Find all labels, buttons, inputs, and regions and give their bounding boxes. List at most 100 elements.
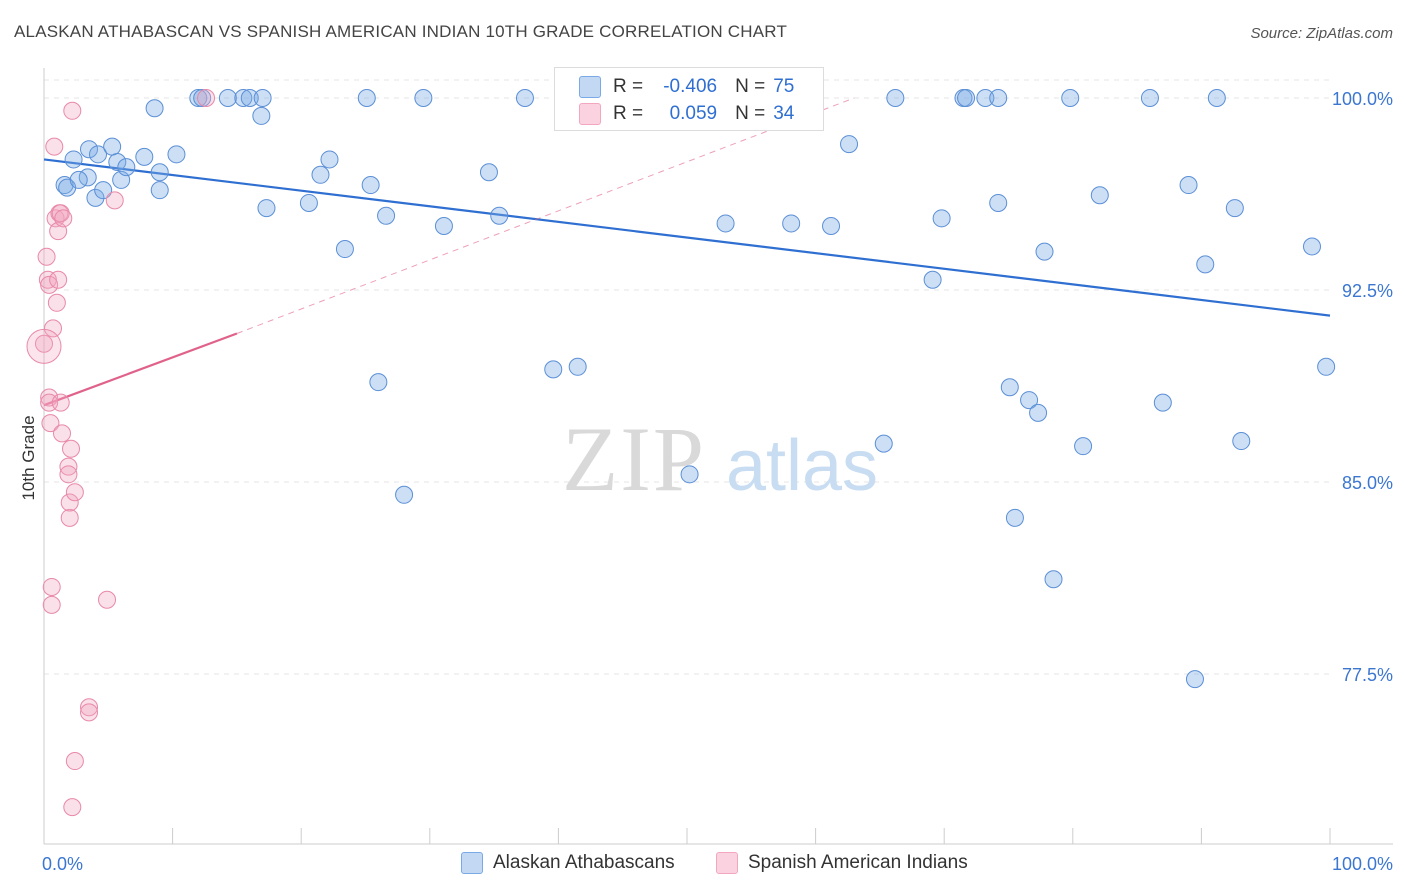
point-athabascan (886, 89, 905, 107)
x-tick-label-max: 100.0% (1332, 854, 1393, 874)
point-athabascan (568, 357, 587, 376)
point-athabascan (361, 176, 380, 195)
bottom-legend-swatch-athabascan (461, 852, 483, 874)
point-athabascan (479, 163, 498, 182)
point-athabascan (253, 89, 272, 107)
point-spanish (47, 293, 66, 312)
bottom-legend-swatch-spanish (716, 852, 738, 874)
tick-labels: 77.5% 85.0% 92.5% 100.0% 0.0% 100.0% (42, 89, 1393, 874)
legend-swatch-spanish (579, 103, 601, 125)
point-spanish (41, 414, 60, 433)
legend-n-value: 34 (773, 103, 795, 124)
point-athabascan (257, 199, 276, 218)
point-athabascan (1090, 186, 1109, 205)
point-athabascan (1005, 508, 1024, 527)
point-athabascan (145, 99, 164, 118)
point-athabascan (1196, 255, 1215, 274)
point-athabascan (1153, 393, 1172, 412)
point-athabascan (1044, 570, 1063, 589)
point-spanish (65, 483, 84, 502)
point-athabascan (69, 170, 88, 189)
point-athabascan (680, 465, 699, 484)
point-athabascan (544, 360, 563, 379)
point-athabascan (64, 150, 83, 169)
point-athabascan (150, 163, 169, 182)
point-athabascan (193, 89, 212, 107)
watermark-zip: ZIP (562, 408, 706, 510)
point-spanish (105, 191, 124, 210)
point-athabascan (1232, 432, 1251, 451)
point-athabascan (822, 217, 841, 235)
point-athabascan (923, 270, 942, 289)
legend-r-value: 0.059 (669, 103, 718, 124)
point-athabascan (395, 485, 414, 504)
point-athabascan (80, 140, 99, 159)
point-athabascan (1061, 89, 1080, 107)
point-athabascan (1074, 437, 1093, 456)
point-athabascan (1185, 670, 1204, 689)
point-spanish (37, 247, 56, 266)
point-spanish (49, 270, 68, 289)
point-athabascan (1035, 242, 1054, 261)
point-spanish (42, 577, 61, 596)
trend-line-extension (236, 97, 855, 334)
point-athabascan (103, 137, 122, 156)
bottom-legend-label-spanish: Spanish American Indians (748, 852, 968, 873)
point-athabascan (167, 145, 186, 164)
watermark-atlas: atlas (726, 426, 878, 506)
point-athabascan (515, 89, 534, 107)
point-athabascan (86, 188, 105, 207)
point-spanish (40, 388, 59, 407)
point-spanish-large (26, 328, 62, 364)
point-spanish (60, 493, 79, 512)
legend-r-label: R = (613, 103, 644, 124)
bottom-legend-athabascan: Alaskan Athabascans (461, 852, 675, 874)
point-athabascan (89, 145, 108, 164)
legend: R = -0.406 N = 75 R = 0.059 N = 34 (554, 67, 824, 131)
point-spanish (51, 393, 70, 412)
grid-lines (44, 79, 1330, 675)
point-athabascan (311, 165, 330, 184)
point-spanish (63, 798, 82, 817)
point-athabascan (414, 89, 433, 107)
point-athabascan (1179, 176, 1198, 195)
point-spanish (65, 752, 84, 771)
point-athabascan (357, 89, 376, 107)
point-spanish (59, 465, 78, 484)
point-spanish (54, 209, 73, 228)
point-athabascan (490, 206, 509, 225)
point-athabascan (1020, 391, 1039, 410)
point-spanish (80, 703, 99, 722)
point-athabascan (94, 181, 113, 200)
legend-r-value: -0.406 (663, 76, 718, 97)
y-tick-label: 100.0% (1332, 89, 1393, 109)
point-athabascan (369, 373, 388, 392)
watermark: ZIP atlas (562, 408, 878, 510)
point-athabascan (320, 150, 339, 169)
chart-title: ALASKAN ATHABASCAN VS SPANISH AMERICAN I… (14, 22, 788, 41)
y-tick-label: 85.0% (1342, 473, 1393, 493)
point-athabascan (1302, 237, 1321, 256)
legend-n-value: 75 (773, 76, 795, 97)
point-spanish (35, 334, 53, 353)
point-athabascan (218, 89, 237, 107)
x-tick-label-min: 0.0% (42, 854, 83, 874)
point-athabascan (989, 193, 1008, 212)
y-tick-label: 77.5% (1342, 665, 1393, 685)
point-athabascan (189, 89, 208, 107)
point-athabascan (932, 209, 951, 228)
y-tick-label: 92.5% (1342, 281, 1393, 301)
point-spanish (45, 137, 64, 156)
point-athabascan (716, 214, 735, 233)
point-athabascan (989, 89, 1008, 107)
trend-line (43, 332, 238, 407)
point-athabascan (1225, 199, 1244, 218)
point-spanish (51, 204, 70, 223)
point-athabascan (108, 153, 127, 171)
legend-row-athabascan: R = -0.406 N = 75 (555, 73, 794, 101)
point-athabascan (840, 135, 859, 154)
point-spanish (42, 595, 61, 614)
point-spanish (59, 457, 78, 476)
legend-n-label: N = (735, 103, 766, 124)
